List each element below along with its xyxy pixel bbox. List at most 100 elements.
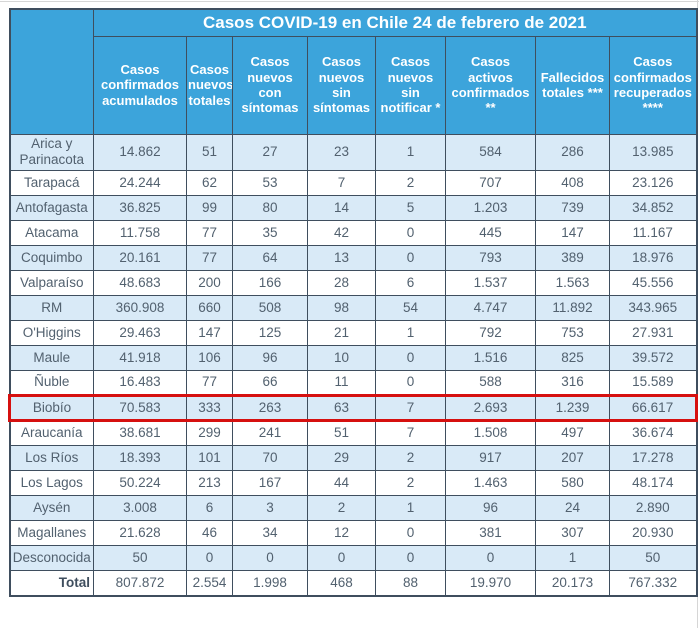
region-column-header	[9, 8, 94, 135]
value-cell: 20.930	[608, 520, 698, 547]
value-cell: 2	[375, 470, 446, 497]
column-header-nuevos-sin-notificar: Casos nuevos sin notificar *	[375, 35, 446, 135]
value-cell: 147	[535, 220, 610, 247]
value-cell: 0	[375, 345, 446, 372]
total-value-cell: 767.332	[608, 570, 698, 597]
value-cell: 508	[232, 295, 308, 322]
value-cell: 29.463	[93, 320, 187, 347]
value-cell: 44	[307, 470, 376, 497]
value-cell: 96	[232, 345, 308, 372]
value-cell: 166	[232, 270, 308, 297]
value-cell: 343.965	[608, 295, 698, 322]
value-cell: 316	[535, 370, 610, 397]
value-cell: 147	[186, 320, 233, 347]
value-cell: 23.126	[608, 170, 698, 197]
value-cell: 4.747	[445, 295, 536, 322]
column-header-fallecidos-totales: Fallecidos totales ***	[535, 35, 610, 135]
value-cell: 263	[232, 394, 308, 423]
value-cell: 66.617	[608, 394, 699, 423]
value-cell: 445	[445, 220, 536, 247]
region-cell: Los Ríos	[9, 445, 94, 472]
value-cell: 35	[232, 220, 308, 247]
value-cell: 0	[375, 545, 446, 572]
value-cell: 707	[445, 170, 536, 197]
value-cell: 1.508	[445, 420, 536, 447]
value-cell: 0	[186, 545, 233, 572]
value-cell: 13	[307, 245, 376, 272]
value-cell: 7	[375, 394, 446, 423]
value-cell: 7	[307, 170, 376, 197]
value-cell: 17.278	[608, 445, 698, 472]
value-cell: 580	[535, 470, 610, 497]
value-cell: 1.537	[445, 270, 536, 297]
region-cell: Coquimbo	[9, 245, 94, 272]
column-header-activos-confirmados: Casos activos confirmados **	[445, 35, 536, 135]
table-row: Coquimbo 20.161 77 64 13 0 793 389 18.976	[9, 245, 698, 272]
table-body: Arica y Parinacota 14.862 51 27 23 1 584 286 13.…	[8, 133, 699, 597]
value-cell: 13.985	[608, 133, 698, 172]
value-cell: 36.825	[93, 195, 187, 222]
value-cell: 241	[232, 420, 308, 447]
value-cell: 825	[535, 345, 610, 372]
total-value-cell: 19.970	[445, 570, 536, 597]
value-cell: 24	[535, 495, 610, 522]
value-cell: 307	[535, 520, 610, 547]
value-cell: 21.628	[93, 520, 187, 547]
value-cell: 125	[232, 320, 308, 347]
value-cell: 5	[375, 195, 446, 222]
value-cell: 2.693	[445, 394, 536, 423]
value-cell: 106	[186, 345, 233, 372]
value-cell: 98	[307, 295, 376, 322]
table-row: Desconocida 50 0 0 0 0 0 1 50	[9, 545, 698, 572]
value-cell: 38.681	[93, 420, 187, 447]
value-cell: 101	[186, 445, 233, 472]
covid-cases-table: Casos COVID-19 en Chile 24 de febrero de…	[8, 8, 699, 597]
table-row: Tarapacá 24.244 62 53 7 2 707 408 23.126	[9, 170, 698, 197]
value-cell: 739	[535, 195, 610, 222]
total-value-cell: 1.998	[232, 570, 308, 597]
value-cell: 0	[445, 545, 536, 572]
region-cell: Araucanía	[9, 420, 94, 447]
value-cell: 42	[307, 220, 376, 247]
value-cell: 1.563	[535, 270, 610, 297]
value-cell: 66	[232, 370, 308, 397]
table-row: Valparaíso 48.683 200 166 28 6 1.537 1.563 45.55…	[9, 270, 698, 297]
region-cell: Aysén	[9, 495, 94, 522]
table-row: Los Ríos 18.393 101 70 29 2 917 207 17.278	[9, 445, 698, 472]
value-cell: 1.516	[445, 345, 536, 372]
value-cell: 50	[608, 545, 698, 572]
value-cell: 16.483	[93, 370, 187, 397]
value-cell: 2.890	[608, 495, 698, 522]
region-cell: Antofagasta	[9, 195, 94, 222]
value-cell: 381	[445, 520, 536, 547]
value-cell: 39.572	[608, 345, 698, 372]
table-row: O'Higgins 29.463 147 125 21 1 792 753 27.931	[9, 320, 698, 347]
table-row: Araucanía 38.681 299 241 51 7 1.508 497 36.674	[9, 420, 698, 447]
value-cell: 1.239	[535, 394, 610, 423]
column-header-row: Casos confirmados acumulados Casos nuevo…	[10, 35, 698, 135]
value-cell: 29	[307, 445, 376, 472]
value-cell: 77	[186, 220, 233, 247]
value-cell: 2	[307, 495, 376, 522]
value-cell: 18.393	[93, 445, 187, 472]
value-cell: 0	[375, 520, 446, 547]
value-cell: 333	[186, 394, 233, 423]
table-row: Arica y Parinacota 14.862 51 27 23 1 584 286 13.…	[9, 133, 698, 172]
value-cell: 588	[445, 370, 536, 397]
value-cell: 6	[186, 495, 233, 522]
region-cell: Maule	[9, 345, 94, 372]
column-header-confirmados-recuperados: Casos confirmados recuperados ****	[608, 35, 698, 135]
value-cell: 34	[232, 520, 308, 547]
value-cell: 28	[307, 270, 376, 297]
region-cell: Los Lagos	[9, 470, 94, 497]
value-cell: 917	[445, 445, 536, 472]
region-cell: Atacama	[9, 220, 94, 247]
value-cell: 2	[375, 170, 446, 197]
value-cell: 7	[375, 420, 446, 447]
value-cell: 62	[186, 170, 233, 197]
value-cell: 51	[307, 420, 376, 447]
total-label: Total	[9, 570, 94, 597]
value-cell: 41.918	[93, 345, 187, 372]
value-cell: 207	[535, 445, 610, 472]
value-cell: 53	[232, 170, 308, 197]
